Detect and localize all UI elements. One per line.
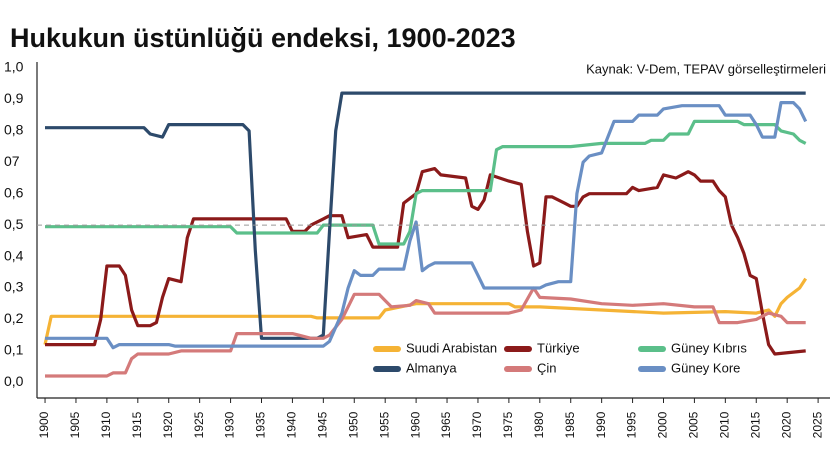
- x-tick-label: 1905: [68, 411, 82, 438]
- x-tick-label: 1990: [594, 411, 608, 438]
- source: Kaynak: V-Dem, TEPAV görselleştirmeleri: [586, 61, 826, 76]
- x-tick-label: 2020: [779, 411, 793, 438]
- y-tick-label: 07: [4, 153, 20, 169]
- y-tick-label: 0,6: [4, 184, 24, 200]
- x-tick-label: 1910: [99, 411, 113, 438]
- x-tick-label: 2010: [718, 411, 732, 438]
- x-tick-label: 1965: [439, 411, 453, 438]
- x-tick-label: 2015: [748, 411, 762, 438]
- x-tick-label: 1925: [192, 411, 206, 438]
- chart-title: Hukukun üstünlüğü endeksi, 1900-2023: [10, 23, 516, 53]
- x-tick-label: 1995: [625, 411, 639, 438]
- y-tick-label: 0,4: [4, 247, 24, 263]
- x-tick-label: 2025: [810, 411, 824, 438]
- x-tick-label: 1915: [130, 411, 144, 438]
- legend-label: Almanya: [406, 360, 457, 375]
- x-tick-label: 2005: [687, 411, 701, 438]
- y-tick-label: 0,1: [4, 342, 24, 358]
- y-tick-label: 0,9: [4, 90, 24, 106]
- plot: [43, 91, 808, 378]
- y-tick-label: 0,2: [4, 310, 24, 326]
- y-tick-label: 0,0: [4, 373, 24, 389]
- legend-label: Güney Kıbrıs: [671, 340, 747, 355]
- legend-label: Türkiye: [537, 340, 580, 355]
- y-tick-label: 1,0: [4, 59, 24, 75]
- x-tick-label: 1920: [161, 411, 175, 438]
- legend: Suudi Arabistan Türkiye Güney Kıbrıs Almany…: [373, 340, 747, 375]
- x-tick-label: 1980: [532, 411, 546, 438]
- x-tick-label: 1970: [470, 411, 484, 438]
- x-tick-label: 1900: [37, 411, 51, 438]
- y-tick-label: 0,5: [4, 216, 24, 232]
- x-tick-label: 1930: [223, 411, 237, 438]
- x-tick-label: 1950: [346, 411, 360, 438]
- x-tick-label: 1945: [316, 411, 330, 438]
- series-line: [45, 91, 806, 340]
- series-line: [43, 277, 808, 345]
- series-line: [45, 167, 806, 356]
- x-tick-label: 1935: [254, 411, 268, 438]
- series-line: [45, 286, 806, 378]
- legend-label: Güney Kore: [671, 360, 740, 375]
- y-tick-label: 0,8: [4, 122, 24, 138]
- x-tick-label: 1940: [285, 411, 299, 438]
- legend-label: Çin: [537, 360, 557, 375]
- x-tick-label: 1955: [377, 411, 391, 438]
- x-tick-label: 1960: [408, 411, 422, 438]
- legend-box: [368, 338, 763, 380]
- y-tick-label: 0,3: [4, 279, 24, 295]
- x-tick-label: 1985: [563, 411, 577, 438]
- x-tick-label: 2000: [656, 411, 670, 438]
- legend-label: Suudi Arabistan: [406, 340, 497, 355]
- series-line: [45, 101, 808, 350]
- x-tick-label: 1975: [501, 411, 515, 438]
